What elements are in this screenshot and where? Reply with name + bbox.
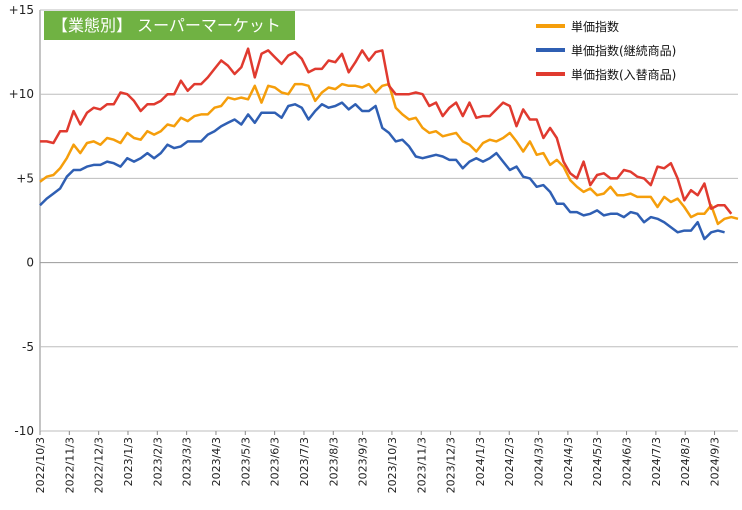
legend: 単価指数 単価指数(継続商品) 単価指数(入替商品)	[536, 14, 676, 86]
series-lines	[39, 47, 739, 241]
x-tick-labels: 2022/10/3 2022/11/3 2022/12/3 2023/1/3 2023/…	[34, 431, 722, 493]
legend-item-2: 単価指数(入替商品)	[536, 62, 676, 86]
series-line-1	[39, 101, 725, 241]
y-tick-label-0: -10	[14, 424, 34, 438]
legend-label-0: 単価指数	[571, 19, 620, 34]
x-tick-label-19: 2024/5/3	[591, 437, 604, 486]
x-tick-label-0: 2022/10/3	[34, 437, 47, 493]
x-tick-label-1: 2022/11/3	[63, 437, 76, 493]
x-tick-label-23: 2024/9/3	[709, 437, 722, 486]
series-line-2	[40, 47, 733, 215]
y-tick-label-4: +10	[9, 87, 34, 101]
x-tick-label-9: 2023/7/3	[298, 437, 311, 486]
x-tick-label-15: 2024/1/3	[474, 437, 487, 486]
legend-item-1: 単価指数(継続商品)	[536, 38, 676, 62]
x-tick-label-7: 2023/5/3	[239, 437, 252, 486]
legend-swatch-0	[536, 24, 565, 28]
x-tick-label-21: 2024/7/3	[650, 437, 663, 486]
legend-swatch-2	[536, 72, 565, 76]
x-tick-label-6: 2023/4/3	[210, 437, 223, 486]
y-tick-label-5: +15	[9, 3, 34, 17]
x-tick-label-12: 2023/10/3	[386, 437, 399, 493]
x-tick-label-8: 2023/6/3	[269, 437, 282, 486]
y-tick-label-3: +5	[16, 171, 34, 185]
legend-label-2: 単価指数(入替商品)	[571, 67, 677, 82]
chart-title: 【業態別】 スーパーマーケット	[52, 16, 281, 35]
gridlines	[39, 9, 738, 432]
legend-swatch-1	[536, 48, 565, 52]
x-tick-label-13: 2023/11/3	[415, 437, 428, 493]
x-tick-label-17: 2024/3/3	[533, 437, 546, 486]
y-tick-label-2: 0	[26, 256, 34, 270]
x-tick-label-4: 2023/2/3	[151, 437, 164, 486]
x-tick-label-10: 2023/8/3	[327, 437, 340, 486]
x-tick-label-5: 2023/3/3	[181, 437, 194, 486]
x-tick-label-16: 2024/2/3	[503, 437, 516, 486]
y-tick-labels: -10 -5 0 +5 +10 +15	[9, 3, 34, 438]
x-tick-label-22: 2024/8/3	[679, 437, 692, 486]
x-tick-label-11: 2023/9/3	[357, 437, 370, 486]
x-tick-label-2: 2022/12/3	[93, 437, 106, 493]
legend-label-1: 単価指数(継続商品)	[571, 43, 677, 58]
x-tick-label-3: 2023/1/3	[122, 437, 135, 486]
x-tick-label-18: 2024/4/3	[562, 437, 575, 486]
x-tick-label-14: 2023/12/3	[445, 437, 458, 493]
legend-item-0: 単価指数	[536, 14, 676, 38]
chart-title-box: 【業態別】 スーパーマーケット	[44, 11, 295, 40]
x-tick-label-20: 2024/6/3	[621, 437, 634, 486]
y-tick-label-1: -5	[22, 340, 34, 354]
